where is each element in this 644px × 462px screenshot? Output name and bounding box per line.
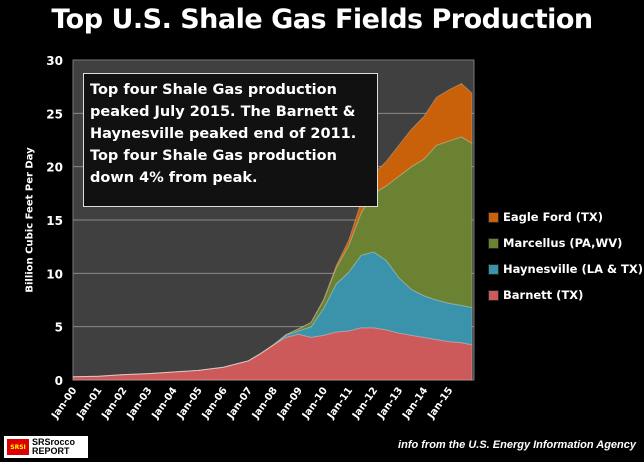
legend-swatch xyxy=(488,289,499,301)
chart-title: Top U.S. Shale Gas Fields Production xyxy=(51,4,593,35)
legend-item: Haynesville (LA & TX) xyxy=(488,256,643,282)
y-axis-label: Billion Cubic Feet Per Day xyxy=(24,147,36,293)
legend: Eagle Ford (TX) Marcellus (PA,WV) Haynesvi… xyxy=(488,204,643,308)
x-tick-label: Jan-09 xyxy=(275,385,305,421)
y-tick-label: 10 xyxy=(46,267,63,281)
y-tick-label: 30 xyxy=(46,54,63,68)
legend-swatch xyxy=(488,237,499,249)
x-tick-label: Jan-15 xyxy=(425,385,455,421)
annotation-box: Top four Shale Gas production peaked Jul… xyxy=(83,73,378,207)
area-eagle xyxy=(72,82,473,378)
x-tick-label: Jan-00 xyxy=(49,385,79,421)
logo-line2: REPORT xyxy=(32,446,70,456)
x-tick-label: Jan-10 xyxy=(300,385,330,421)
legend-swatch xyxy=(488,263,499,275)
x-tick-label: Jan-08 xyxy=(250,385,280,421)
legend-item: Eagle Ford (TX) xyxy=(488,204,643,230)
x-tick-label: Jan-04 xyxy=(150,385,180,421)
legend-swatch xyxy=(488,211,499,223)
x-tick-label: Jan-02 xyxy=(100,385,130,421)
logo-mark: SRSI xyxy=(7,439,29,455)
source-note: info from the U.S. Energy Information Ag… xyxy=(398,439,636,451)
x-tick-label: Jan-14 xyxy=(400,385,430,421)
x-tick-label: Jan-13 xyxy=(375,385,405,421)
y-tick-label: 25 xyxy=(46,107,63,121)
legend-item: Barnett (TX) xyxy=(488,282,643,308)
legend-label: Haynesville (LA & TX) xyxy=(503,262,643,276)
y-tick-label: 5 xyxy=(55,321,63,335)
legend-label: Barnett (TX) xyxy=(503,288,584,302)
y-tick-label: 15 xyxy=(46,214,63,228)
x-tick-label: Jan-01 xyxy=(74,385,104,421)
y-tick-label: 0 xyxy=(55,374,63,388)
logo-line1: SRSrocco xyxy=(32,437,76,447)
x-tick-label: Jan-11 xyxy=(325,385,355,421)
legend-item: Marcellus (PA,WV) xyxy=(488,230,643,256)
legend-label: Marcellus (PA,WV) xyxy=(503,236,623,250)
y-tick-label: 20 xyxy=(46,161,63,175)
area-barnett xyxy=(72,327,473,381)
x-tick-label: Jan-06 xyxy=(200,385,230,421)
area-haynesville xyxy=(72,251,473,378)
x-tick-label: Jan-12 xyxy=(350,385,380,421)
x-tick-label: Jan-05 xyxy=(175,385,205,421)
logo: SRSI SRSrocco REPORT xyxy=(4,436,88,458)
legend-label: Eagle Ford (TX) xyxy=(503,210,604,224)
x-tick-label: Jan-03 xyxy=(125,385,155,421)
x-tick-label: Jan-07 xyxy=(225,385,255,421)
